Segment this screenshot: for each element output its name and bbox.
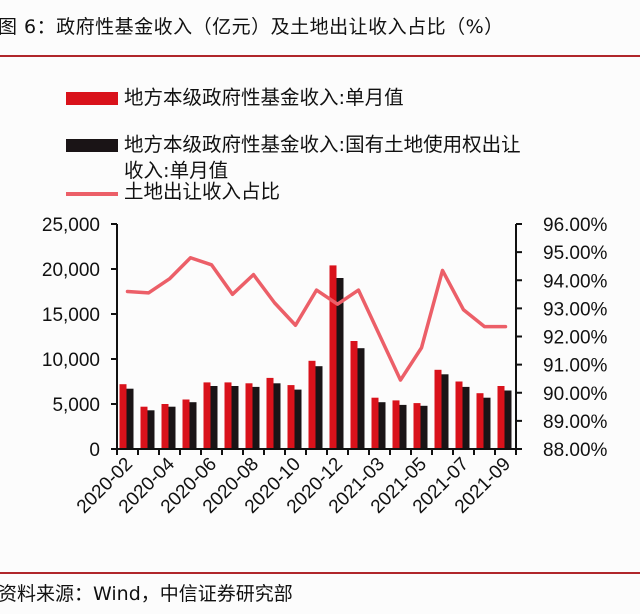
bar bbox=[147, 410, 155, 449]
figure-title: 图 6：政府性基金收入（亿元）及土地出让收入占比（%） bbox=[0, 16, 504, 38]
bar bbox=[182, 399, 190, 449]
bar bbox=[350, 341, 358, 449]
black-bar-swatch-icon bbox=[66, 139, 118, 152]
right-tick-label: 93.00% bbox=[543, 299, 608, 320]
bar bbox=[308, 360, 316, 449]
bar bbox=[441, 374, 449, 449]
legend-label-line2: 收入:单月值 bbox=[124, 159, 229, 182]
bar bbox=[399, 404, 407, 449]
bar bbox=[476, 393, 484, 449]
chart-plot: 0 5,000 10,000 15,000 20,000 25,000 88.00% 89.0… bbox=[42, 215, 608, 518]
bar bbox=[434, 369, 442, 449]
bar bbox=[224, 382, 232, 449]
right-tick-label: 91.00% bbox=[543, 356, 608, 377]
legend-label: 地方本级政府性基金收入:国有土地使用权出让 bbox=[124, 133, 521, 156]
right-tick-label: 94.00% bbox=[543, 271, 608, 292]
left-tick-label: 10,000 bbox=[42, 350, 100, 371]
red-bar-swatch-icon bbox=[66, 92, 118, 105]
bar bbox=[497, 386, 505, 449]
bar bbox=[413, 403, 421, 449]
right-tick-label: 95.00% bbox=[543, 243, 608, 264]
bar bbox=[126, 388, 134, 449]
bar bbox=[119, 384, 127, 449]
line-swatch-icon bbox=[66, 192, 118, 196]
bar bbox=[329, 265, 337, 449]
right-tick-label: 92.00% bbox=[543, 328, 608, 349]
left-tick-label: 5,000 bbox=[52, 395, 100, 416]
right-tick-label: 96.00% bbox=[543, 215, 608, 236]
legend-label: 地方本级政府性基金收入:单月值 bbox=[124, 86, 404, 109]
left-tick-label: 25,000 bbox=[42, 215, 100, 236]
bar bbox=[231, 386, 239, 449]
share-line bbox=[125, 256, 508, 382]
bar bbox=[210, 386, 218, 449]
bar bbox=[203, 382, 211, 449]
bar bbox=[371, 397, 379, 449]
bar bbox=[378, 402, 386, 449]
bar bbox=[420, 405, 428, 449]
bar bbox=[161, 404, 169, 449]
bar bbox=[336, 278, 344, 449]
bar bbox=[483, 397, 491, 449]
bar bbox=[504, 390, 512, 449]
bar bbox=[392, 400, 400, 449]
bar bbox=[455, 381, 463, 449]
right-tick-label: 89.00% bbox=[543, 412, 608, 433]
right-tick-label: 88.00% bbox=[543, 440, 608, 461]
bar bbox=[273, 383, 281, 449]
title-divider bbox=[0, 55, 640, 57]
bar bbox=[315, 366, 323, 449]
bar bbox=[252, 386, 260, 449]
bar bbox=[266, 377, 274, 449]
bar bbox=[462, 386, 470, 449]
left-tick-label: 15,000 bbox=[42, 305, 100, 326]
bar bbox=[245, 383, 253, 449]
bar bbox=[189, 402, 197, 449]
bar bbox=[287, 385, 295, 449]
left-tick-label: 20,000 bbox=[42, 260, 100, 281]
bar bbox=[140, 406, 148, 449]
left-tick-label: 0 bbox=[89, 440, 100, 461]
bar bbox=[168, 406, 176, 449]
source-note: 资料来源：Wind，中信证券研究部 bbox=[0, 583, 293, 605]
right-tick-label: 90.00% bbox=[543, 384, 608, 405]
bar bbox=[294, 389, 302, 449]
bar bbox=[357, 348, 365, 449]
legend-label: 土地出让收入占比 bbox=[124, 180, 281, 203]
source-divider bbox=[0, 572, 640, 574]
